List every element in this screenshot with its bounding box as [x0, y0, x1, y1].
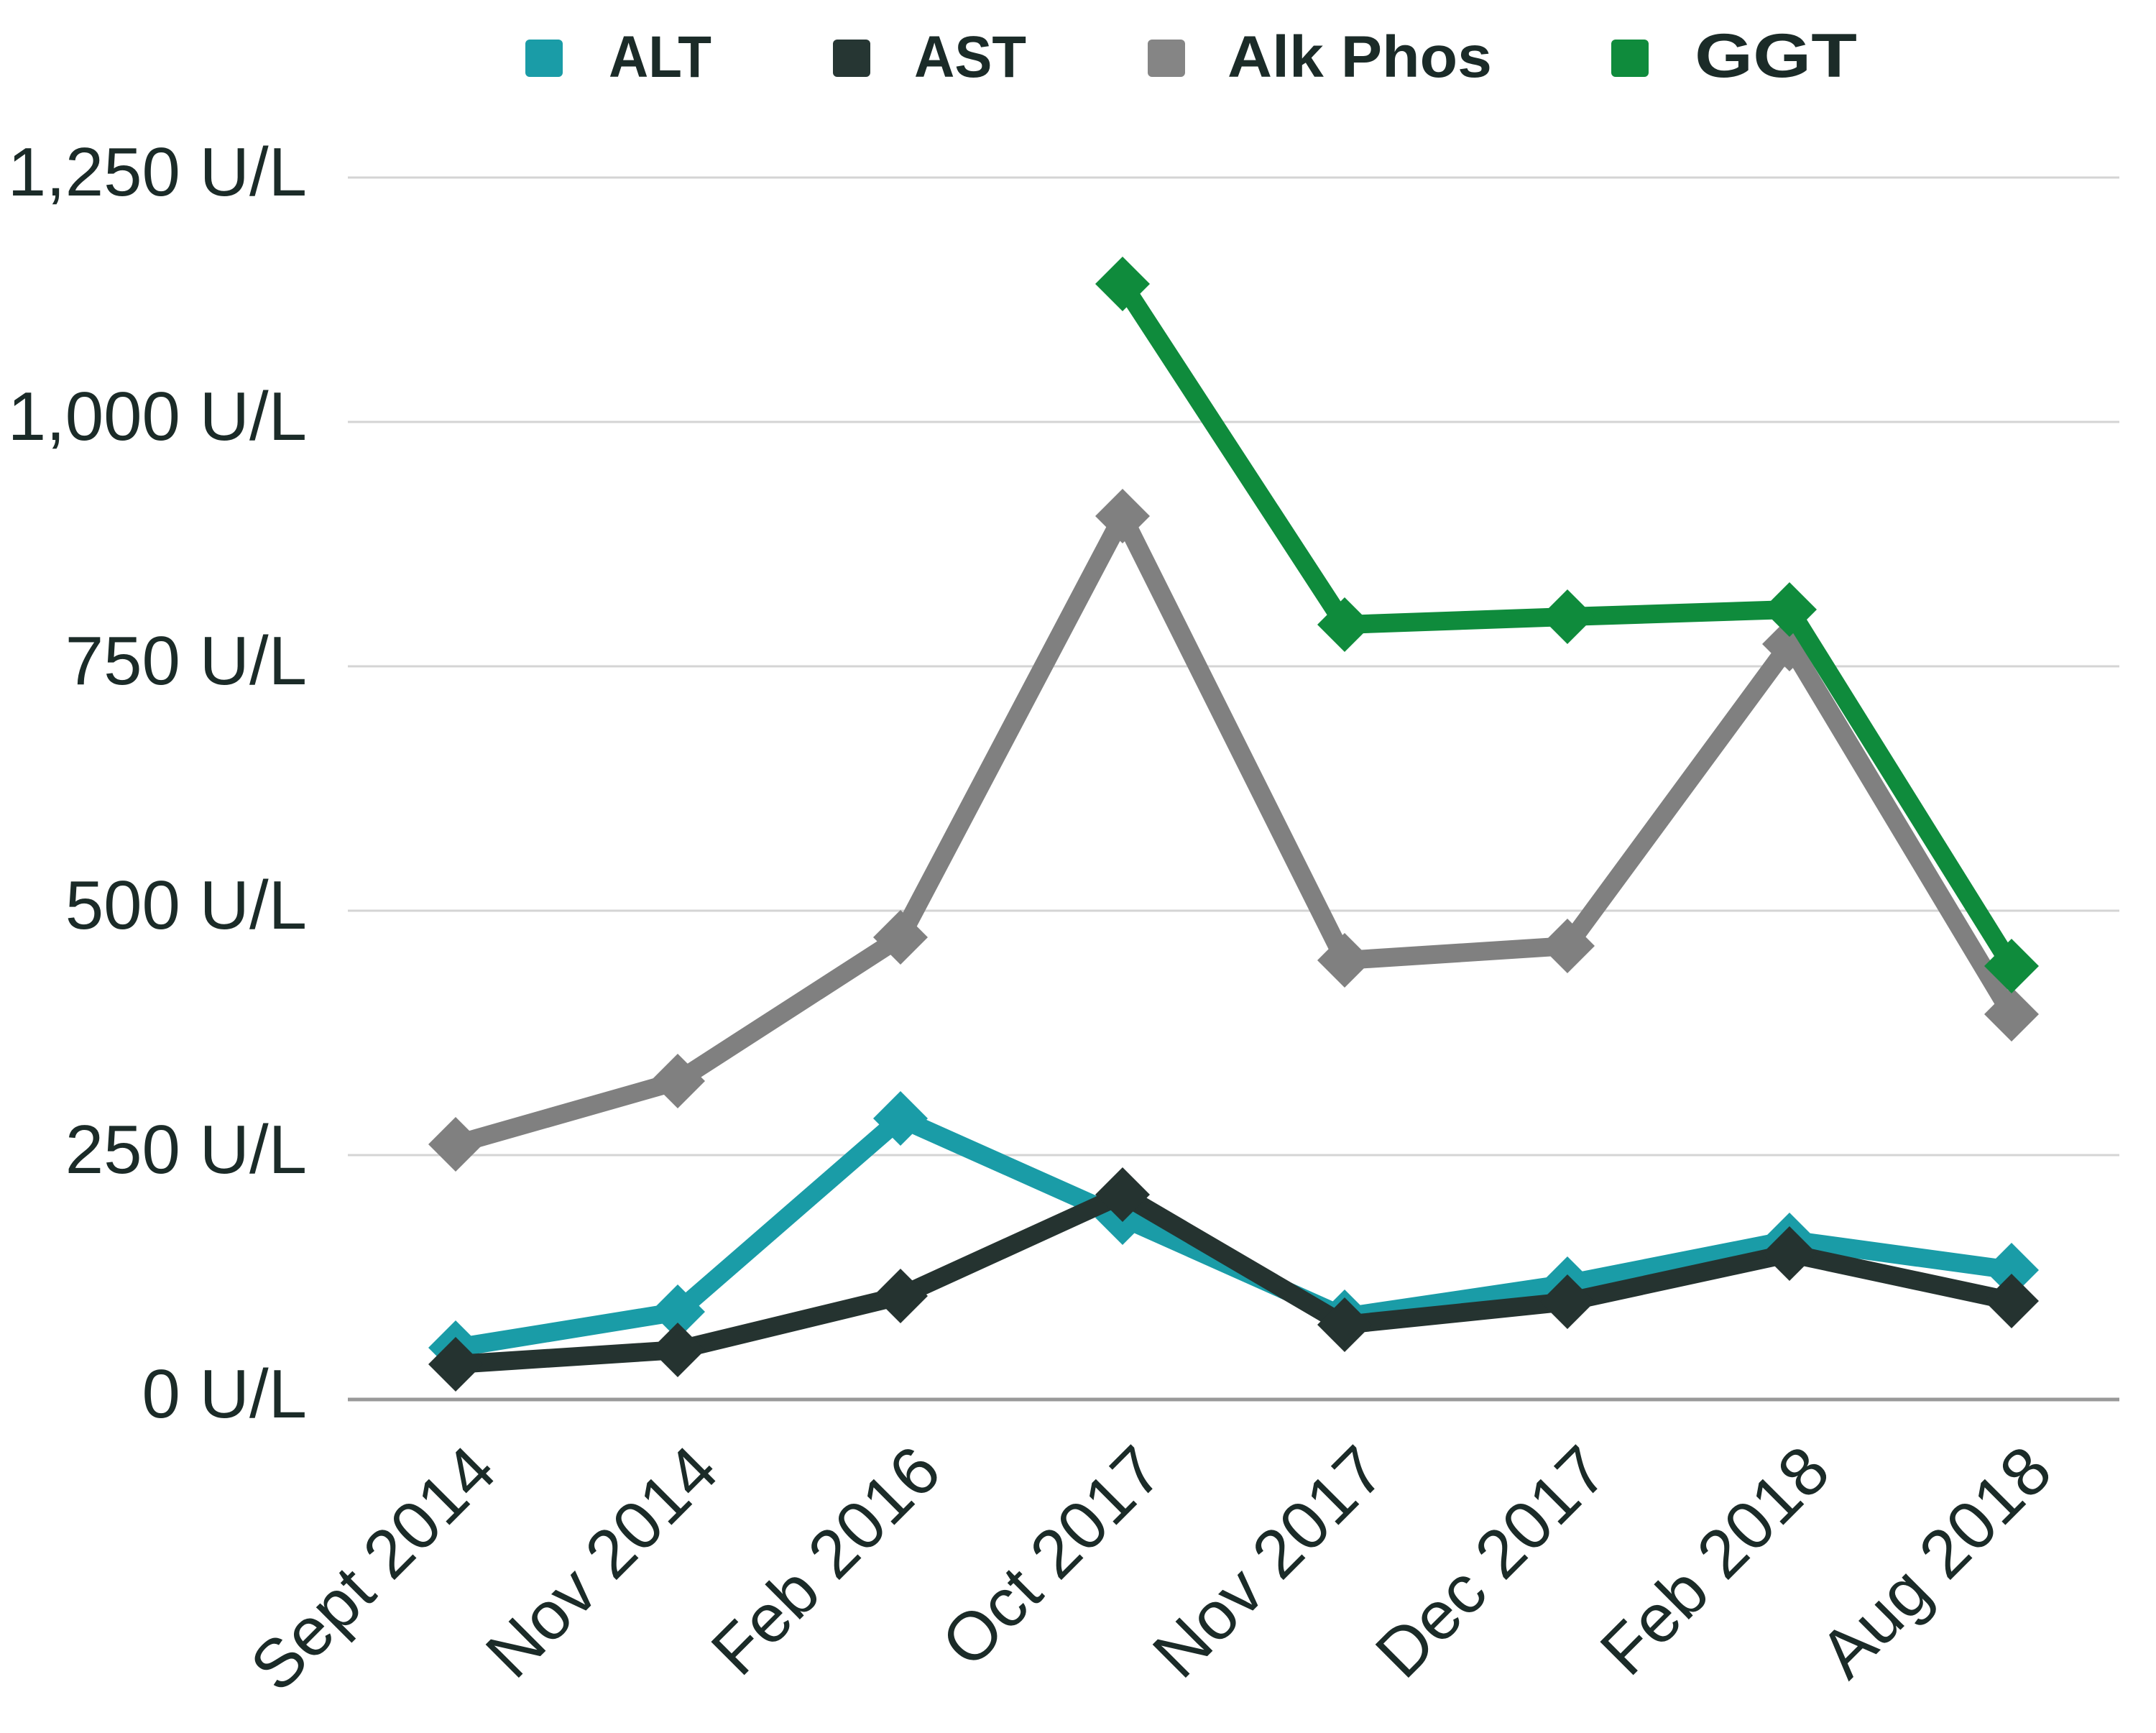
svg-text:750 U/L: 750 U/L — [65, 622, 307, 699]
svg-text:0 U/L: 0 U/L — [142, 1356, 307, 1433]
svg-text:ALT: ALT — [609, 24, 711, 90]
svg-text:Alk Phos: Alk Phos — [1227, 24, 1492, 90]
svg-text:GGT: GGT — [1695, 22, 1857, 91]
svg-text:500 U/L: 500 U/L — [65, 867, 307, 944]
svg-text:250 U/L: 250 U/L — [65, 1111, 307, 1188]
svg-text:AST: AST — [914, 24, 1026, 90]
svg-text:1,250 U/L: 1,250 U/L — [8, 134, 307, 211]
svg-text:1,000 U/L: 1,000 U/L — [8, 378, 307, 455]
